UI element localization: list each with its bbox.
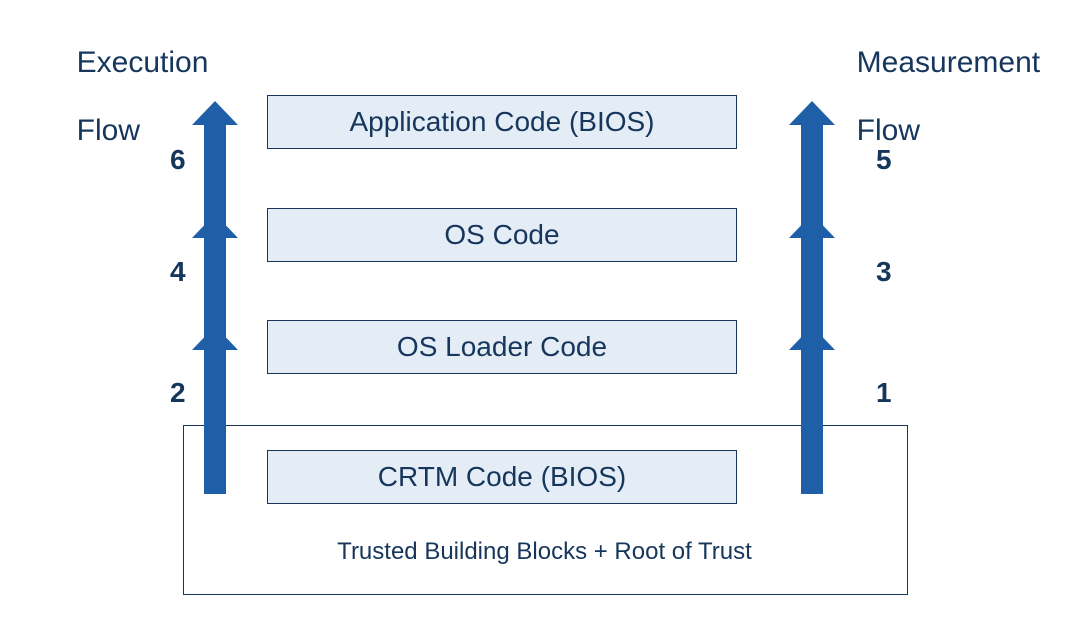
header-right-line1: Measurement <box>857 46 1040 79</box>
up-arrow-icon <box>789 326 835 494</box>
step-number-2: 2 <box>170 377 186 409</box>
header-left-line2: Flow <box>77 114 140 147</box>
execution-flow-header: Execution Flow <box>60 12 208 148</box>
stage-box-label-os: OS Code <box>444 219 559 251</box>
stage-box-label-crtm: CRTM Code (BIOS) <box>378 461 626 493</box>
stage-box-label-app: Application Code (BIOS) <box>349 106 654 138</box>
stage-box-loader: OS Loader Code <box>267 320 737 374</box>
measurement-flow-header: Measurement Flow <box>840 12 1040 148</box>
header-right-line2: Flow <box>857 114 920 147</box>
stage-box-label-loader: OS Loader Code <box>397 331 607 363</box>
stage-box-crtm: CRTM Code (BIOS) <box>267 450 737 504</box>
stage-box-os: OS Code <box>267 208 737 262</box>
step-number-3: 3 <box>876 256 892 288</box>
up-arrow-icon <box>192 326 238 494</box>
step-number-5: 5 <box>876 144 892 176</box>
step-number-1: 1 <box>876 377 892 409</box>
header-left-line1: Execution <box>77 46 209 79</box>
step-number-4: 4 <box>170 256 186 288</box>
stage-box-app: Application Code (BIOS) <box>267 95 737 149</box>
trusted-building-blocks-label: Trusted Building Blocks + Root of Trust <box>183 538 906 566</box>
step-number-6: 6 <box>170 144 186 176</box>
